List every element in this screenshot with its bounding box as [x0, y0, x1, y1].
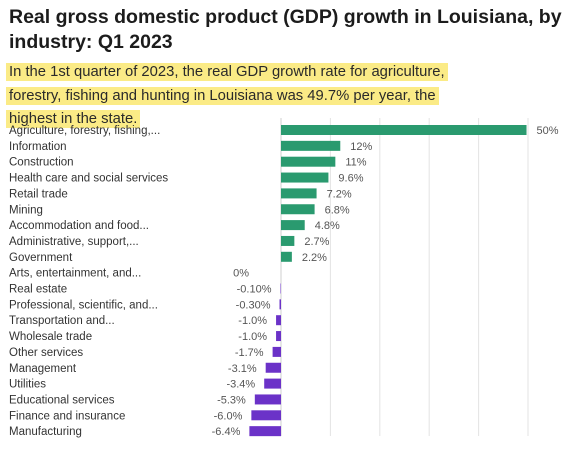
- value-label: 12%: [350, 141, 372, 153]
- category-label: Health care and social services: [9, 173, 168, 185]
- category-label: Finance and insurance: [9, 410, 125, 422]
- value-label: 2.2%: [302, 252, 327, 264]
- value-label: -3.1%: [228, 363, 257, 375]
- bar: [249, 426, 281, 437]
- bar: [251, 410, 281, 421]
- value-label: -1.7%: [235, 347, 264, 359]
- category-label: Construction: [9, 157, 74, 169]
- bar: [281, 204, 315, 215]
- bar: [281, 220, 305, 231]
- category-label: Arts, entertainment, and...: [9, 268, 141, 280]
- bar: [272, 346, 281, 357]
- value-label: -6.4%: [212, 426, 241, 438]
- value-label: 9.6%: [338, 173, 363, 185]
- category-label: Transportation and...: [9, 315, 115, 327]
- value-label: -0.30%: [236, 299, 271, 311]
- value-label: -5.3%: [217, 394, 246, 406]
- bar: [281, 188, 317, 199]
- chart-subtitle: In the 1st quarter of 2023, the real GDP…: [6, 61, 476, 132]
- value-label: -3.4%: [226, 379, 255, 391]
- value-label: 6.8%: [325, 204, 350, 216]
- value-label: -1.0%: [238, 315, 267, 327]
- bar: [281, 172, 329, 183]
- category-label: Management: [9, 363, 77, 375]
- category-label: Manufacturing: [9, 426, 82, 438]
- value-label: 0%: [233, 268, 249, 280]
- value-label: 7.2%: [327, 188, 352, 200]
- bar: [264, 378, 281, 389]
- bar: [281, 125, 527, 135]
- category-label: Utilities: [9, 379, 46, 391]
- category-label: Professional, scientific, and...: [9, 299, 158, 311]
- category-label: Wholesale trade: [9, 331, 92, 343]
- category-label: Agriculture, forestry, fishing,...: [9, 125, 160, 137]
- category-label: Accommodation and food...: [9, 220, 149, 232]
- category-label: Educational services: [9, 394, 115, 406]
- value-label: 4.8%: [315, 220, 340, 232]
- bar: [254, 394, 281, 405]
- bar: [281, 235, 295, 246]
- bar: [276, 315, 281, 326]
- value-label: -1.0%: [238, 331, 267, 343]
- category-label: Information: [9, 141, 67, 153]
- bar: [281, 251, 292, 262]
- category-label: Government: [9, 252, 73, 264]
- category-label: Mining: [9, 204, 43, 216]
- value-label: -6.0%: [214, 410, 243, 422]
- category-label: Real estate: [9, 284, 67, 296]
- bar: [265, 362, 281, 373]
- bar: [279, 299, 281, 310]
- chart-title: Real gross domestic product (GDP) growth…: [9, 6, 562, 53]
- value-label: -0.10%: [237, 284, 272, 296]
- bar: [281, 156, 336, 167]
- bar: [276, 331, 281, 342]
- category-label: Retail trade: [9, 188, 68, 200]
- value-label: 2.7%: [304, 236, 329, 248]
- value-label: 50%: [537, 125, 559, 137]
- bar: [281, 140, 341, 151]
- category-label: Administrative, support,...: [9, 236, 139, 248]
- value-label: 11%: [345, 157, 366, 169]
- category-label: Other services: [9, 347, 83, 359]
